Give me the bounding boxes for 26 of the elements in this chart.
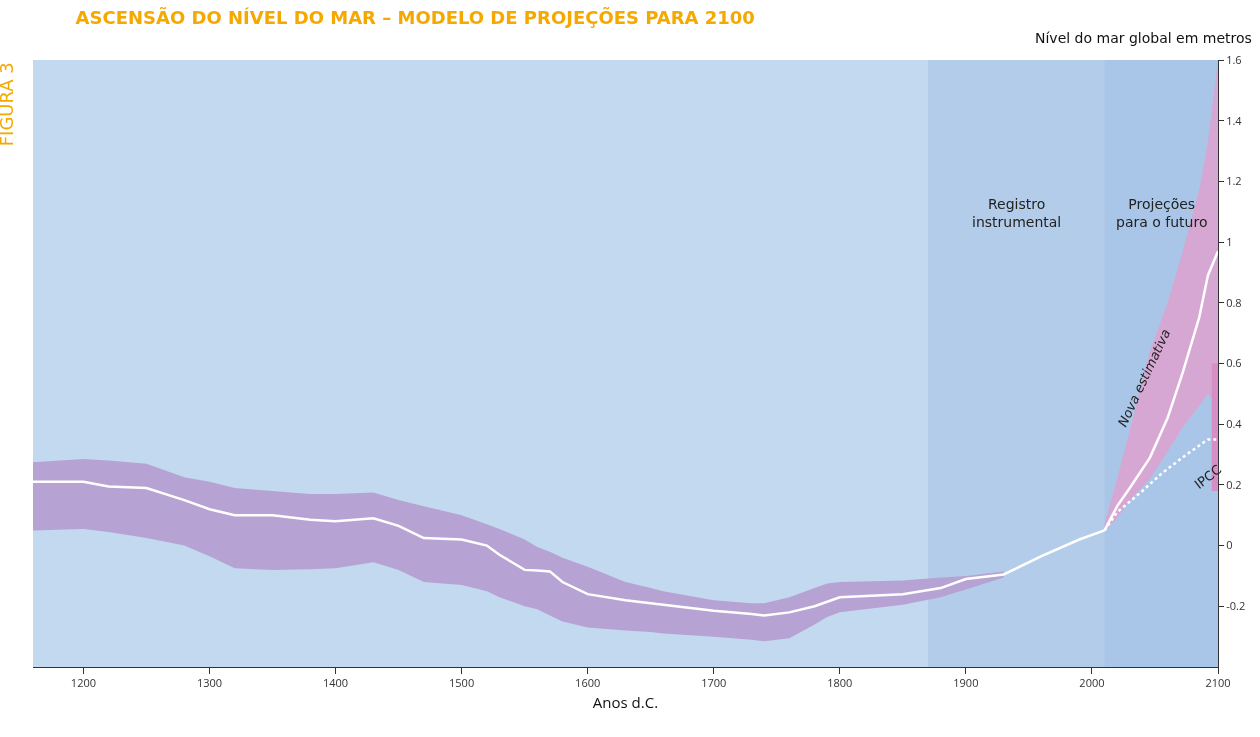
x-axis-title: Anos d.C. (592, 692, 659, 713)
y-tick-label: 0 (1226, 537, 1233, 553)
y-tick-label: 0.2 (1226, 476, 1242, 492)
x-tick-label: 1500 (449, 675, 475, 691)
y-tick-label: 1.6 (1226, 51, 1242, 67)
band-label: Projeções para o futuro (1116, 196, 1208, 231)
y-tick-label: 0.6 (1226, 355, 1242, 371)
y-tick-label: 0.8 (1226, 294, 1242, 310)
y-tick-label: 1.2 (1226, 173, 1242, 189)
band-label: Registro instrumental (972, 196, 1062, 231)
chart-title: ASCENSÃO DO NÍVEL DO MAR – MODELO DE PROJEÇÕES PARA 2100 (75, 5, 755, 28)
y-tick-label: 0.4 (1226, 416, 1243, 432)
x-tick-label: 1200 (70, 675, 97, 691)
x-tick-label: 1300 (196, 675, 223, 691)
text: FIGURA 3 (0, 62, 18, 147)
x-tick-label: 2100 (1205, 675, 1231, 691)
y-tick-label: 1.4 (1226, 112, 1243, 128)
x-tick-label: 1900 (953, 675, 979, 691)
y-tick-label: 1 (1226, 233, 1233, 249)
x-tick-label: 1800 (827, 675, 853, 691)
x-tick-label: 2000 (1079, 675, 1105, 691)
y-axis-title: Nível do mar global em metros (1035, 30, 1252, 46)
x-tick-label: 1400 (322, 675, 349, 691)
x-tick-label: 1700 (701, 675, 727, 691)
x-tick-label: 1600 (575, 675, 601, 691)
y-tick-label: -0.2 (1226, 598, 1246, 614)
